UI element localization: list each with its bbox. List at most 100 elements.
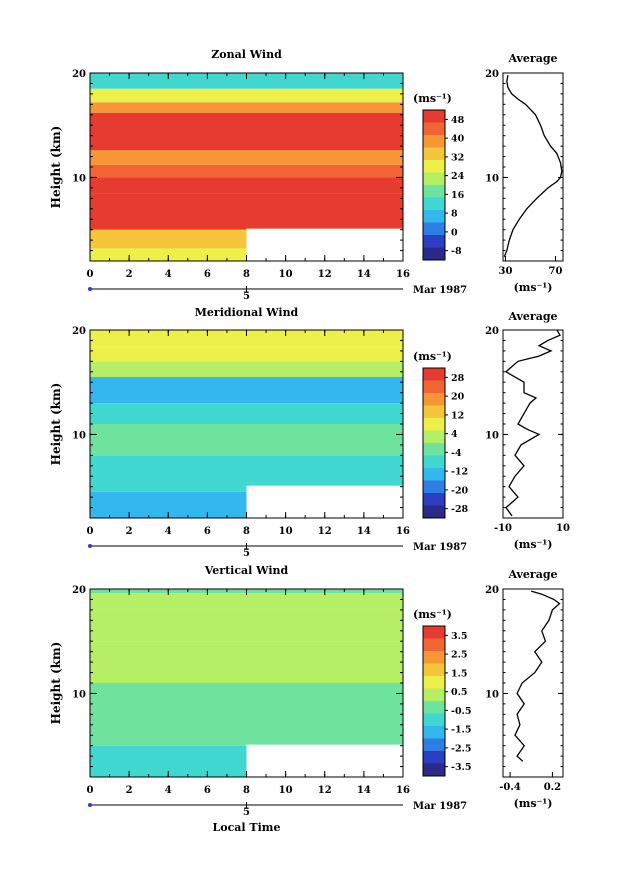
colorbar-band	[423, 405, 445, 418]
colorbar-label: 40	[451, 134, 465, 145]
colorbar-band	[423, 368, 445, 381]
colorbar-band	[423, 713, 445, 726]
wind-layer	[90, 403, 403, 424]
colorbar-label: 1.5	[451, 668, 468, 679]
y-axis-label: Height (km)	[49, 642, 63, 725]
colorbar-label: -3.5	[451, 762, 471, 773]
average-y-tick-label: 10	[485, 689, 499, 700]
colorbar-band	[423, 505, 445, 518]
x-tick-label: 16	[396, 785, 410, 796]
date-day-label: 5	[243, 807, 250, 818]
colorbar-band	[423, 147, 445, 160]
wind-layer	[90, 609, 403, 642]
colorbar-label: 16	[451, 190, 465, 201]
x-tick-label: 14	[357, 526, 371, 537]
x-tick-label: 6	[204, 269, 211, 280]
colorbar-label: -0.5	[451, 706, 471, 717]
average-title: Average	[507, 310, 557, 323]
colorbar-label: 0.5	[451, 687, 468, 698]
x-tick-label: 10	[279, 269, 293, 280]
wind-layer	[90, 164, 403, 178]
colorbar-label: 32	[451, 152, 464, 163]
colorbar-frame	[422, 625, 446, 777]
wind-layer	[90, 112, 403, 151]
average-x-tick-label: -10	[494, 523, 512, 534]
x-axis-label: Local Time	[213, 821, 281, 834]
colorbar-band	[423, 726, 445, 739]
x-tick-label: 12	[318, 269, 332, 280]
colorbar-label: 20	[451, 392, 465, 403]
colorbar-band	[423, 185, 445, 198]
date-month-label: Mar 1987	[413, 801, 467, 812]
x-tick-label: 4	[165, 526, 172, 537]
colorbar-band	[423, 210, 445, 223]
average-y-tick-label: 10	[485, 173, 499, 184]
colorbar-label: 0	[451, 227, 458, 238]
y-tick-label: 10	[72, 173, 86, 184]
colorbar-label: -12	[451, 467, 468, 478]
x-tick-label: 10	[279, 526, 293, 537]
average-profile-line	[514, 590, 561, 762]
y-tick-label: 10	[72, 689, 86, 700]
x-tick-label: 8	[243, 526, 250, 537]
x-tick-label: 2	[126, 269, 133, 280]
wind-layer	[90, 361, 403, 377]
average-x-tick-label: -0.4	[499, 782, 521, 793]
colorbar-unit: (ms⁻¹)	[413, 608, 452, 621]
colorbar-band	[423, 222, 445, 235]
x-tick-label: 2	[126, 785, 133, 796]
colorbar-label: 48	[451, 115, 465, 126]
panel-title: Zonal Wind	[211, 48, 282, 61]
colorbar-frame	[422, 367, 446, 519]
colorbar-band	[423, 160, 445, 173]
colorbar-band	[423, 688, 445, 701]
y-tick-label: 10	[72, 430, 86, 441]
colorbar-band	[423, 380, 445, 393]
wind-layer	[90, 641, 403, 683]
date-day-label: 5	[243, 548, 250, 559]
average-unit: (ms⁻¹)	[514, 797, 553, 810]
y-tick-label: 20	[72, 69, 86, 80]
average-y-tick-label: 20	[485, 585, 499, 596]
wind-layer	[90, 88, 403, 103]
colorbar-band	[423, 468, 445, 481]
wind-layer	[90, 102, 403, 113]
colorbar-band	[423, 430, 445, 443]
average-profile-line	[504, 329, 561, 517]
average-y-tick-label: 10	[485, 430, 499, 441]
colorbar-label: 12	[451, 410, 464, 421]
panel-title: Meridional Wind	[195, 306, 299, 319]
wind-layer	[90, 377, 403, 404]
average-title: Average	[507, 52, 557, 65]
average-y-tick-label: 20	[485, 69, 499, 80]
x-tick-label: 0	[87, 526, 94, 537]
date-month-label: Mar 1987	[413, 285, 467, 296]
colorbar-band	[423, 172, 445, 185]
wind-layer	[90, 683, 403, 746]
colorbar-band	[423, 247, 445, 260]
y-axis-label: Height (km)	[49, 383, 63, 466]
colorbar-band	[423, 763, 445, 776]
colorbar-band	[423, 638, 445, 651]
colorbar-band	[423, 493, 445, 506]
panel-title: Vertical Wind	[204, 564, 289, 577]
x-tick-label: 8	[243, 785, 250, 796]
colorbar-label: -8	[451, 246, 462, 257]
date-start-marker	[88, 803, 92, 807]
x-tick-label: 4	[165, 269, 172, 280]
average-unit: (ms⁻¹)	[514, 538, 553, 551]
x-tick-label: 4	[165, 785, 172, 796]
colorbar-band	[423, 122, 445, 135]
x-tick-label: 16	[396, 269, 410, 280]
colorbar-label: -4	[451, 448, 462, 459]
x-tick-label: 8	[243, 269, 250, 280]
colorbar-frame	[422, 109, 446, 261]
y-axis-label: Height (km)	[49, 126, 63, 209]
average-x-tick-label: 70	[549, 266, 563, 277]
colorbar-band	[423, 738, 445, 751]
average-y-tick-label: 20	[485, 326, 499, 337]
colorbar-band	[423, 418, 445, 431]
colorbar-label: 2.5	[451, 650, 468, 661]
date-day-label: 5	[243, 291, 250, 302]
colorbar-band	[423, 197, 445, 210]
